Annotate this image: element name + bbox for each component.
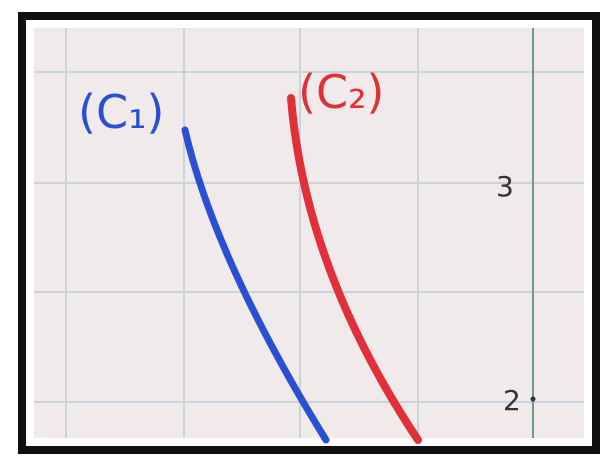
axis-point <box>531 397 536 402</box>
axis-label: 3 <box>496 170 514 203</box>
curve-label: (C₁) <box>78 85 164 139</box>
axis-label: 2 <box>503 384 521 417</box>
curve-label: (C₂) <box>298 65 384 119</box>
graph: (C₁) (C₂) 3 2 <box>0 0 607 458</box>
page: (C₁) (C₂) 3 2 (() => { const data = JSON… <box>0 0 607 458</box>
